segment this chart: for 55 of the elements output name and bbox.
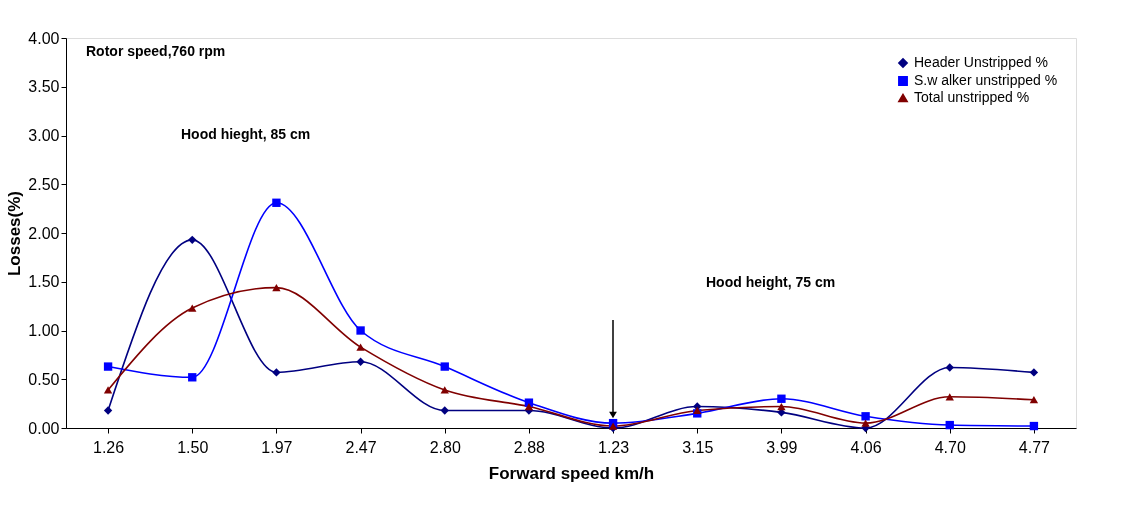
y-tick-label: 4.00 — [28, 29, 60, 47]
point — [440, 362, 449, 371]
y-tick-label: 1.50 — [28, 273, 60, 291]
point — [945, 363, 954, 372]
x-tick-label: 3.15 — [682, 438, 714, 456]
legend-label: Total unstripped % — [914, 89, 1030, 105]
point — [103, 406, 113, 415]
point — [1029, 396, 1039, 404]
x-tick-label: 4.06 — [850, 438, 882, 456]
point — [861, 412, 870, 421]
y-tick-label: 3.50 — [28, 78, 60, 96]
point — [945, 393, 954, 401]
annotation: Hood hieght, 85 cm — [181, 126, 311, 142]
point — [440, 406, 449, 415]
point — [103, 362, 113, 371]
point — [440, 386, 449, 394]
point — [188, 373, 197, 382]
x-tick-label: 4.77 — [1018, 438, 1051, 456]
y-tick-label: 0.00 — [28, 419, 60, 437]
point — [356, 343, 365, 351]
x-axis-title: Forward speed km/h — [488, 463, 655, 483]
point — [356, 326, 365, 335]
point — [861, 419, 870, 427]
point — [1029, 368, 1039, 377]
y-tick-label: 0.50 — [28, 370, 60, 388]
point — [356, 357, 365, 366]
point — [188, 235, 197, 245]
point — [777, 394, 786, 403]
x-tick-label: 1.50 — [177, 438, 209, 456]
y-tick-label: 3.00 — [28, 127, 60, 144]
point — [945, 420, 954, 430]
y-tick-label: 1.00 — [28, 322, 60, 339]
x-tick-label: 2.80 — [429, 438, 461, 456]
y-tick-label: 2.00 — [28, 224, 60, 242]
x-tick-label: 3.99 — [766, 438, 798, 456]
x-tick-label: 1.26 — [93, 438, 125, 456]
annotation: Hood height, 75 cm — [706, 274, 836, 290]
point — [777, 402, 786, 411]
point — [188, 304, 197, 312]
x-tick-label: 2.88 — [513, 438, 546, 456]
point — [272, 283, 281, 292]
x-tick-label: 1.23 — [598, 438, 630, 456]
point — [272, 198, 281, 207]
point — [272, 368, 281, 377]
legend-label: S.w alker unstripped % — [914, 72, 1058, 88]
point — [524, 402, 534, 411]
y-tick-label: 2.50 — [28, 175, 60, 193]
annotation: Rotor speed,760 rpm — [86, 43, 226, 59]
legend-label: Header Unstripped % — [914, 54, 1048, 70]
point — [103, 386, 113, 394]
x-tick-label: 1.97 — [261, 438, 293, 456]
point — [1029, 421, 1039, 431]
x-tick-label: 4.70 — [934, 438, 966, 456]
y-axis-title: Losses(%) — [5, 190, 25, 277]
x-tick-label: 2.47 — [345, 438, 377, 456]
